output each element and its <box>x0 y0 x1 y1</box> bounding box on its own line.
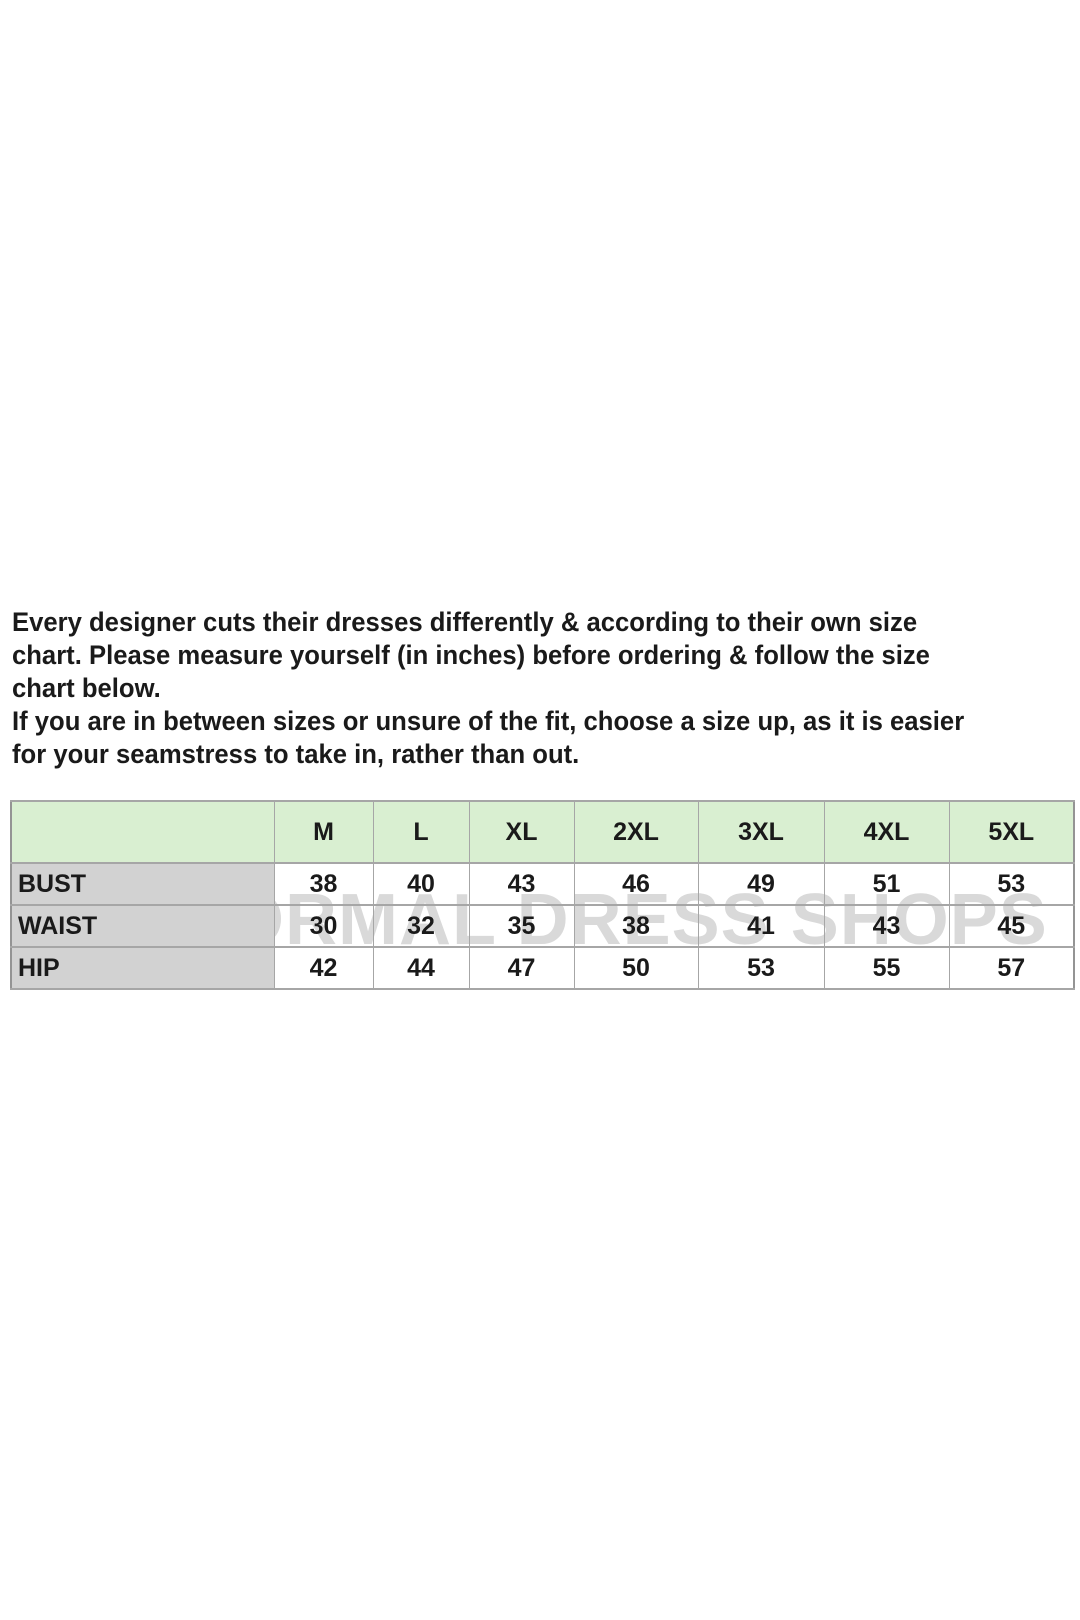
size-header-cell: M <box>273 800 374 864</box>
size-value-cell: 43 <box>823 904 950 948</box>
size-value-cell: 55 <box>823 946 950 990</box>
size-value-cell: 35 <box>468 904 575 948</box>
measurement-label-cell: HIP <box>10 946 275 990</box>
size-header-cell: XL <box>468 800 575 864</box>
size-value-cell: 53 <box>948 862 1075 906</box>
table-row-hip: HIP 42 44 47 50 53 55 57 <box>10 946 1075 990</box>
size-header-cell: 2XL <box>573 800 699 864</box>
size-value-cell: 57 <box>948 946 1075 990</box>
intro-line: Every designer cuts their dresses differ… <box>12 607 918 637</box>
size-header-cell: L <box>372 800 470 864</box>
size-value-cell: 47 <box>468 946 575 990</box>
intro-line: chart. Please measure yourself (in inche… <box>12 640 930 670</box>
size-value-cell: 30 <box>273 904 374 948</box>
size-value-cell: 44 <box>372 946 470 990</box>
table-row-bust: BUST 38 40 43 46 49 51 53 <box>10 862 1075 906</box>
size-value-cell: 41 <box>697 904 825 948</box>
size-header-cell-empty <box>10 800 275 864</box>
size-value-cell: 45 <box>948 904 1075 948</box>
size-header-cell: 4XL <box>823 800 950 864</box>
size-value-cell: 43 <box>468 862 575 906</box>
size-value-cell: 40 <box>372 862 470 906</box>
size-header-cell: 3XL <box>697 800 825 864</box>
measurement-label-cell: BUST <box>10 862 275 906</box>
intro-line: for your seamstress to take in, rather t… <box>12 739 580 769</box>
intro-text-block: Every designer cuts their dresses differ… <box>12 606 1021 771</box>
size-value-cell: 38 <box>273 862 374 906</box>
size-value-cell: 53 <box>697 946 825 990</box>
size-value-cell: 38 <box>573 904 699 948</box>
size-value-cell: 46 <box>573 862 699 906</box>
size-value-cell: 50 <box>573 946 699 990</box>
intro-line: If you are in between sizes or unsure of… <box>12 706 965 736</box>
size-value-cell: 49 <box>697 862 825 906</box>
size-value-cell: 42 <box>273 946 374 990</box>
measurement-label-cell: WAIST <box>10 904 275 948</box>
size-header-cell: 5XL <box>948 800 1075 864</box>
size-header-row: M L XL 2XL 3XL 4XL 5XL <box>10 800 1075 864</box>
size-value-cell: 51 <box>823 862 950 906</box>
size-value-cell: 32 <box>372 904 470 948</box>
size-chart-table: M L XL 2XL 3XL 4XL 5XL BUST 38 40 43 46 … <box>10 800 1075 990</box>
intro-line: chart below. <box>12 673 161 703</box>
table-row-waist: WAIST 30 32 35 38 41 43 45 <box>10 904 1075 948</box>
